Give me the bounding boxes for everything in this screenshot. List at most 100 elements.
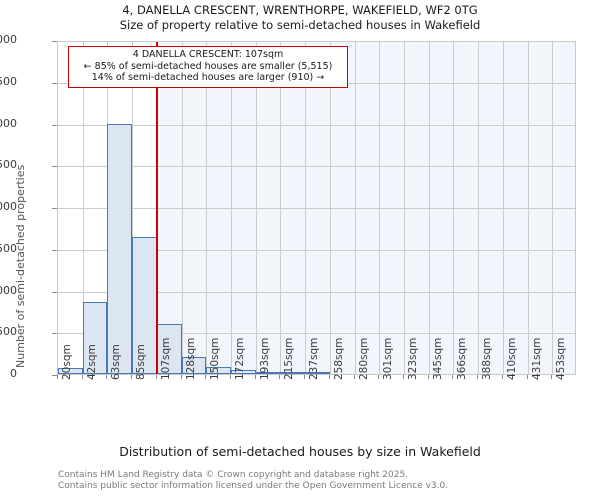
footer-line-2: Contains public sector information licen… [58,481,449,491]
gridline-vertical [453,42,455,374]
gridline-vertical [478,42,480,374]
y-axis-tick-mark [52,333,57,335]
y-axis-tick-mark [52,375,57,376]
annotation-line-1: 4 DANELLA CRESCENT: 107sqm [132,49,284,60]
x-axis-tick-mark [526,375,528,379]
x-axis-tick-label: 237sqm [308,337,321,380]
gridline-horizontal [58,249,575,251]
gridline-vertical [329,42,331,374]
x-axis-tick-mark [477,375,479,379]
histogram-bar [132,237,157,374]
gridline-vertical [428,42,430,374]
x-axis-tick-label: 107sqm [159,337,172,380]
y-axis-tick-mark [52,291,57,293]
x-axis-tick-label: 20sqm [61,344,73,380]
histogram-bar [58,367,83,374]
gridline-vertical [206,42,208,374]
gridline-vertical [132,42,134,374]
x-axis-tick-mark [427,375,429,379]
y-axis-tick-mark [52,82,57,84]
x-axis-tick-label: 280sqm [357,337,370,380]
gridline-vertical [231,42,232,374]
y-axis-tick-label: 3000 [0,116,17,130]
gridline-horizontal [58,41,575,42]
x-axis-tick-label: 42sqm [85,344,98,380]
gridline-horizontal [58,333,575,335]
x-axis-tick-mark [378,375,380,379]
gridline-vertical [552,42,554,374]
y-axis-tick-mark [52,124,57,126]
gridline-horizontal [58,124,575,126]
gridline-vertical [354,42,356,374]
x-axis-tick-mark [403,375,404,379]
annotation-line-2: ← 85% of semi-detached houses are smalle… [83,60,333,72]
page-title: 4, DANELLA CRESCENT, WRENTHORPE, WAKEFIE… [122,3,478,17]
x-axis-tick-mark [230,375,231,379]
gridline-vertical [82,42,84,374]
histogram-bar [280,372,306,374]
y-axis-tick-label: 1500 [0,241,17,255]
histogram-bar [305,372,330,374]
x-axis-tick-mark [279,375,281,379]
gridline-vertical [255,42,257,374]
x-axis-tick-label: 410sqm [505,337,518,380]
y-axis-tick-label: 2500 [0,158,17,172]
chart-plot-area [57,41,576,375]
x-axis-tick-label: 431sqm [530,337,543,380]
footer-attribution: Contains HM Land Registry data © Crown c… [58,470,448,492]
x-axis-tick-mark [57,375,58,379]
x-axis-tick-mark [106,375,108,379]
gridline-vertical [404,42,405,374]
annotation-line-3: 14% of semi-detached houses are larger (… [91,72,325,83]
histogram-bar [107,123,133,374]
histogram-bar [206,367,231,374]
chart-subtitle: Size of property relative to semi-detach… [119,18,481,32]
x-axis-tick-mark [155,375,157,379]
gridline-horizontal [58,166,575,168]
footer-line-1: Contains HM Land Registry data © Crown c… [58,470,409,480]
gridline-horizontal [58,208,575,209]
x-axis-tick-label: 172sqm [234,337,246,380]
x-axis-tick-mark [254,375,256,379]
y-axis-tick-label: 4000 [0,33,17,46]
y-axis-tick-mark [52,208,57,209]
y-axis-tick-label: 3500 [0,74,17,88]
x-axis-tick-mark [452,375,454,379]
x-axis-tick-label: 193sqm [258,337,271,380]
gridline-vertical [502,42,504,374]
x-axis-tick-mark [81,375,83,379]
x-axis-title: Distribution of semi-detached houses by … [119,444,481,459]
x-axis-tick-label: 323sqm [407,337,419,380]
x-axis-tick-mark [304,375,306,379]
x-axis-tick-mark [551,375,553,379]
x-axis-tick-label: 366sqm [456,337,469,380]
x-axis-tick-label: 388sqm [481,337,494,380]
gridline-vertical [379,42,381,374]
x-axis-tick-label: 453sqm [555,337,568,380]
histogram-bar [255,372,281,374]
y-axis-tick-mark [52,166,57,168]
y-axis-tick-label: 1000 [0,283,17,297]
x-axis-tick-mark [353,375,355,379]
property-annotation-box: 4 DANELLA CRESCENT: 107sqm ← 85% of semi… [68,46,348,88]
x-axis-tick-label: 215sqm [283,337,296,380]
x-axis-tick-label: 345sqm [431,337,444,380]
histogram-bar [181,356,207,374]
gridline-vertical [527,42,529,374]
gridline-vertical [305,42,307,374]
y-axis-tick-label: 0 [10,367,17,380]
x-axis-tick-mark [328,375,330,379]
y-axis-tick-mark [52,249,57,251]
gridline-vertical [181,42,183,374]
y-axis-tick-label: 500 [0,325,17,339]
histogram-bar [82,302,108,374]
x-axis-tick-label: 301sqm [382,337,395,380]
x-axis-tick-mark [131,375,133,379]
y-axis-tick-label: 2000 [0,200,17,213]
gridline-vertical [280,42,282,374]
gridline-horizontal [58,291,575,293]
x-axis-tick-label: 128sqm [184,337,197,380]
title-block: 4, DANELLA CRESCENT, WRENTHORPE, WAKEFIE… [0,3,600,33]
histogram-bar [231,370,256,374]
x-axis-tick-label: 258sqm [332,337,345,380]
